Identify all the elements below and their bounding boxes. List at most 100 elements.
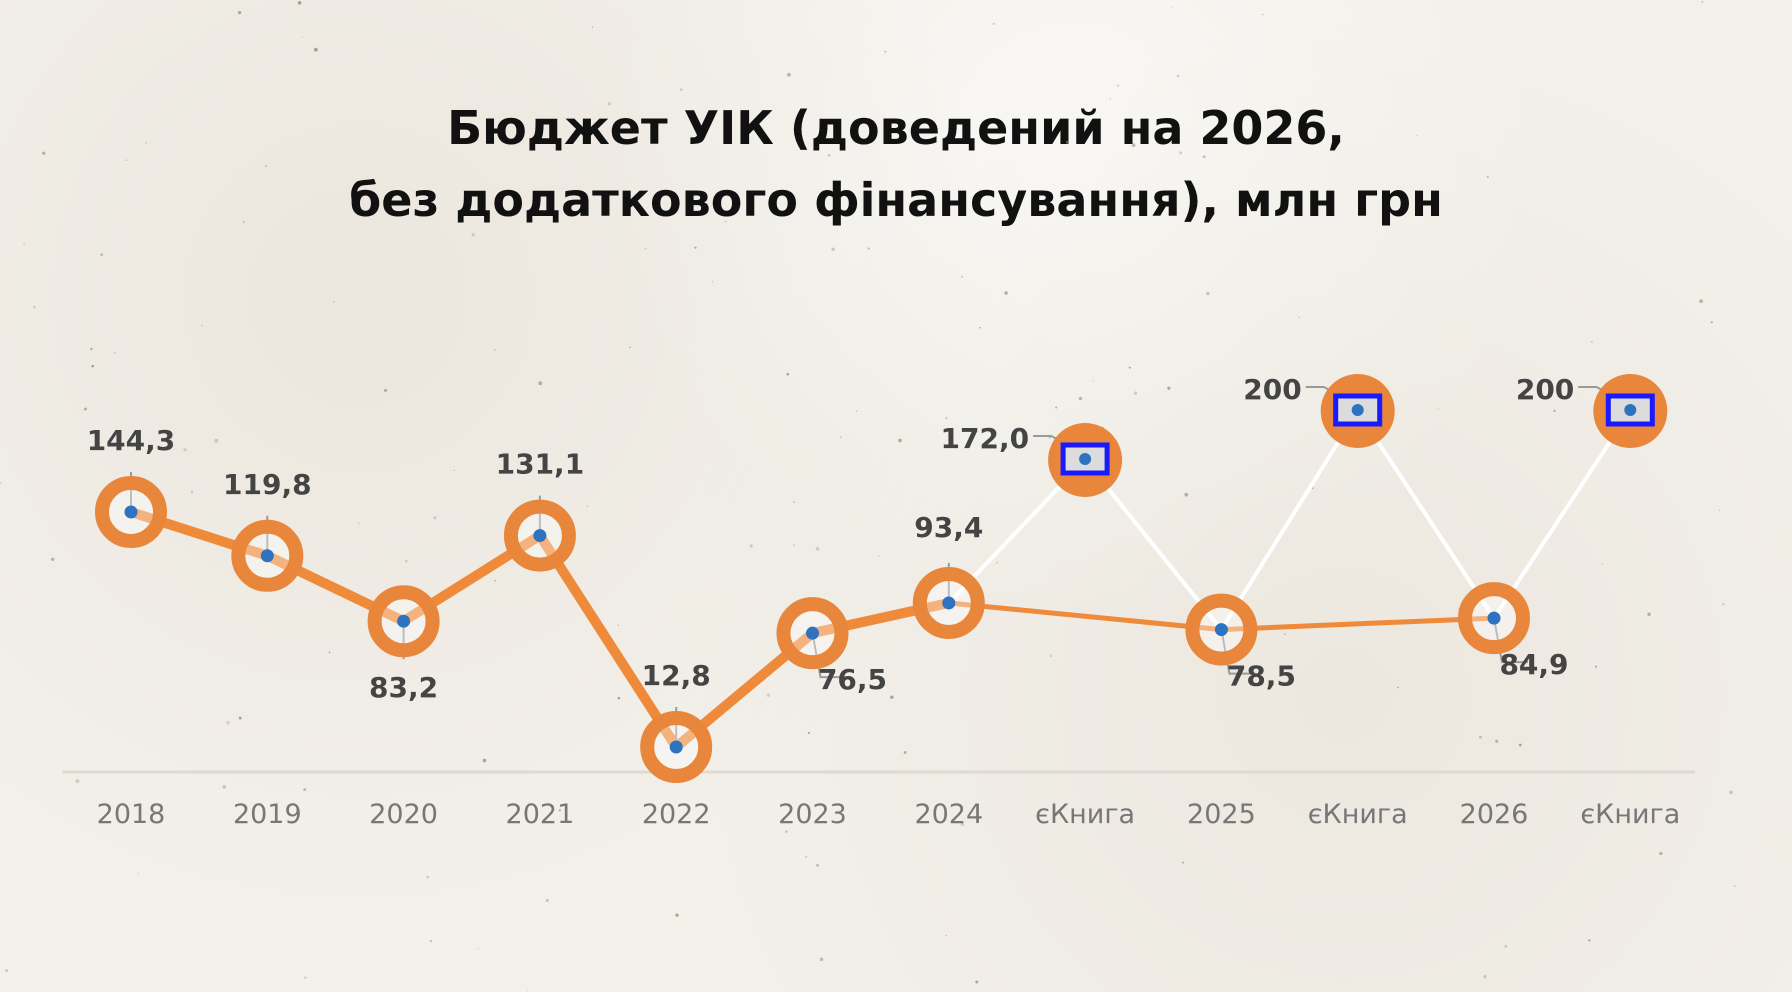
paper-speck xyxy=(1092,380,1095,382)
paper-speck xyxy=(816,863,820,867)
paper-speck xyxy=(1184,492,1189,497)
paper-speck xyxy=(766,693,771,697)
chart-title-line-1: Бюджет УІК (доведений на 2026, xyxy=(447,101,1345,155)
series-line-segment xyxy=(946,600,1224,633)
paper-speck xyxy=(113,351,116,354)
paper-speck xyxy=(145,141,148,144)
paper-speck xyxy=(51,557,55,561)
connector-line xyxy=(1355,409,1496,621)
paper-speck xyxy=(482,758,487,763)
paper-speck xyxy=(1179,151,1183,155)
data-point xyxy=(1214,623,1228,637)
paper-speck xyxy=(878,555,880,558)
paper-speck xyxy=(90,347,93,351)
paper-speck xyxy=(357,522,360,525)
paper-speck xyxy=(0,482,2,485)
paper-speck xyxy=(815,547,820,551)
data-label: 119,8 xyxy=(223,468,312,501)
paper-speck xyxy=(855,410,858,412)
paper-speck xyxy=(333,300,335,303)
data-label: 131,1 xyxy=(496,448,585,481)
paper-speck xyxy=(903,751,907,754)
paper-speck xyxy=(125,159,128,161)
paper-speck xyxy=(1518,743,1522,747)
paper-speck xyxy=(960,275,964,278)
paper-speck xyxy=(1131,143,1136,148)
paper-speck xyxy=(675,913,679,917)
paper-speck xyxy=(586,505,589,508)
paper-speck xyxy=(538,381,543,386)
paper-speck xyxy=(1699,299,1703,304)
paper-speck xyxy=(493,348,496,351)
paper-speck xyxy=(426,875,429,879)
chart-title-line-2: без додаткового фінансування), млн грн xyxy=(349,173,1443,227)
data-point xyxy=(1079,453,1092,465)
paper-speck xyxy=(1048,436,1051,439)
paper-speck xyxy=(1176,74,1180,78)
paper-speck xyxy=(1128,366,1131,369)
paper-speck xyxy=(1397,686,1399,689)
paper-texture xyxy=(0,0,1736,992)
paper-speck xyxy=(975,980,979,984)
data-point xyxy=(806,626,819,640)
paper-speck xyxy=(303,788,307,791)
data-points xyxy=(95,374,1668,783)
chart-title: Бюджет УІК (доведений на 2026, без додат… xyxy=(0,92,1792,236)
paper-speck xyxy=(839,436,842,439)
data-point xyxy=(942,596,956,610)
paper-speck xyxy=(100,253,103,256)
paper-speck xyxy=(1261,13,1264,16)
paper-speck xyxy=(945,417,948,419)
x-tick-labels: 2018 2019 2020 2021 2022 2023 2024 єКнига 2025 єК… xyxy=(97,799,1681,830)
paper-speck xyxy=(591,26,594,28)
paper-speck xyxy=(1486,175,1489,179)
paper-speck xyxy=(1055,406,1058,409)
paper-speck xyxy=(898,438,902,443)
paper-speck xyxy=(819,957,824,962)
connector-lines xyxy=(946,409,1633,632)
paper-speck xyxy=(807,731,810,734)
paper-speck xyxy=(804,855,808,859)
paper-speck xyxy=(265,165,268,168)
paper-speck xyxy=(992,22,995,25)
paper-speck xyxy=(5,969,9,973)
paper-speck xyxy=(42,151,46,155)
paper-speck xyxy=(793,501,795,504)
data-label: 83,2 xyxy=(369,671,438,704)
data-point xyxy=(1624,404,1637,416)
connector-line xyxy=(1492,409,1633,621)
paper-speck xyxy=(1659,851,1663,856)
paper-speck xyxy=(33,305,36,309)
data-label: 144,3 xyxy=(87,424,176,457)
x-tick-label: 2022 xyxy=(642,799,711,830)
paper-speck xyxy=(433,516,437,520)
paper-speck xyxy=(384,388,388,392)
paper-speck xyxy=(1172,7,1174,9)
data-point xyxy=(260,549,274,563)
paper-speck xyxy=(471,233,475,237)
paper-speck xyxy=(1504,945,1507,948)
paper-speck xyxy=(1049,654,1053,657)
paper-speck xyxy=(297,1,302,5)
paper-speck xyxy=(996,561,998,564)
paper-speck xyxy=(1701,0,1704,3)
data-label: 93,4 xyxy=(914,511,983,544)
paper-speck xyxy=(617,624,620,627)
paper-speck xyxy=(304,976,307,979)
paper-speck xyxy=(214,438,219,443)
paper-speck xyxy=(1298,316,1300,319)
label-leader-line xyxy=(1493,617,1528,664)
paper-speck xyxy=(1202,155,1206,159)
series-line-segment xyxy=(534,530,682,752)
data-point xyxy=(669,740,683,754)
paper-speck xyxy=(1004,291,1008,295)
paper-speck xyxy=(558,809,562,812)
label-leader-line xyxy=(1220,629,1256,675)
paper-speck xyxy=(429,940,432,943)
paper-speck xyxy=(749,544,753,548)
paper-speck xyxy=(301,36,304,38)
paper-speck xyxy=(827,154,831,157)
data-point xyxy=(1351,404,1364,416)
paper-speck xyxy=(1437,408,1440,410)
paper-speck xyxy=(679,88,683,92)
